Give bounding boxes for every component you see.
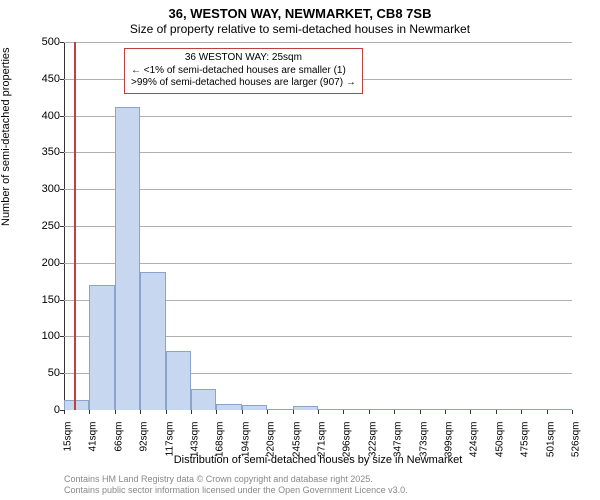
x-axis-ticks: 15sqm 41sqm 66sqm 92sqm 117sqm 143sqm 168sqm 19… bbox=[64, 410, 572, 456]
y-tick-label: 350 bbox=[42, 146, 60, 158]
x-tick-label: 526sqm bbox=[571, 422, 582, 458]
x-tick-label: 117sqm bbox=[164, 422, 175, 457]
x-tick-mark bbox=[420, 410, 421, 414]
x-tick-mark bbox=[343, 410, 344, 414]
x-tick-mark bbox=[293, 410, 294, 414]
grid-line bbox=[64, 42, 572, 43]
y-tick-label: 300 bbox=[42, 183, 60, 195]
x-tick-mark bbox=[496, 410, 497, 414]
x-tick-label: 245sqm bbox=[291, 422, 302, 458]
grid-line bbox=[64, 226, 572, 227]
attribution-line-1: Contains HM Land Registry data © Crown c… bbox=[64, 474, 408, 485]
histogram-bar bbox=[140, 272, 165, 410]
x-tick-mark bbox=[369, 410, 370, 414]
histogram-bar bbox=[191, 389, 216, 410]
attribution-line-2: Contains public sector information licen… bbox=[64, 485, 408, 496]
callout-line: >99% of semi-detached houses are larger … bbox=[131, 77, 356, 90]
x-tick-label: 271sqm bbox=[317, 422, 328, 458]
x-tick-label: 450sqm bbox=[494, 422, 505, 458]
histogram-bar bbox=[166, 351, 191, 410]
x-tick-label: 347sqm bbox=[393, 422, 404, 458]
x-tick-label: 41sqm bbox=[88, 422, 99, 452]
x-tick-mark bbox=[394, 410, 395, 414]
x-tick-label: 92sqm bbox=[139, 422, 150, 452]
y-tick-label: 250 bbox=[42, 220, 60, 232]
x-tick-mark bbox=[89, 410, 90, 414]
x-tick-mark bbox=[547, 410, 548, 414]
grid-line bbox=[64, 189, 572, 190]
grid-line bbox=[64, 152, 572, 153]
x-tick-label: 501sqm bbox=[545, 422, 556, 458]
plot-area: 36 WESTON WAY: 25sqm← <1% of semi-detach… bbox=[64, 42, 572, 410]
x-tick-label: 66sqm bbox=[113, 422, 124, 452]
callout-box: 36 WESTON WAY: 25sqm← <1% of semi-detach… bbox=[124, 48, 363, 94]
grid-line bbox=[64, 263, 572, 264]
chart-subtitle: Size of property relative to semi-detach… bbox=[0, 22, 600, 36]
x-tick-mark bbox=[64, 410, 65, 414]
x-tick-label: 322sqm bbox=[367, 422, 378, 458]
x-tick-label: 475sqm bbox=[520, 422, 531, 458]
x-tick-mark bbox=[445, 410, 446, 414]
x-tick-label: 220sqm bbox=[266, 422, 277, 458]
x-tick-mark bbox=[191, 410, 192, 414]
attribution-text: Contains HM Land Registry data © Crown c… bbox=[64, 474, 408, 496]
x-tick-label: 373sqm bbox=[418, 422, 429, 458]
histogram-bar bbox=[89, 285, 114, 410]
x-tick-mark bbox=[572, 410, 573, 414]
property-marker-line bbox=[74, 42, 76, 410]
histogram-bar bbox=[115, 107, 140, 410]
x-tick-label: 15sqm bbox=[63, 422, 74, 452]
x-tick-mark bbox=[521, 410, 522, 414]
callout-line: 36 WESTON WAY: 25sqm bbox=[131, 52, 356, 65]
histogram-bar bbox=[64, 400, 89, 410]
x-tick-mark bbox=[166, 410, 167, 414]
y-tick-label: 150 bbox=[42, 294, 60, 306]
x-tick-label: 143sqm bbox=[190, 422, 201, 458]
x-tick-mark bbox=[318, 410, 319, 414]
chart-title: 36, WESTON WAY, NEWMARKET, CB8 7SB bbox=[0, 6, 600, 21]
x-tick-label: 194sqm bbox=[240, 422, 251, 458]
y-tick-label: 400 bbox=[42, 110, 60, 122]
x-tick-label: 399sqm bbox=[444, 422, 455, 458]
y-tick-label: 500 bbox=[42, 36, 60, 48]
x-tick-label: 424sqm bbox=[469, 422, 480, 458]
x-tick-mark bbox=[242, 410, 243, 414]
y-tick-label: 200 bbox=[42, 257, 60, 269]
x-tick-label: 168sqm bbox=[215, 422, 226, 458]
y-tick-label: 50 bbox=[48, 367, 60, 379]
grid-line bbox=[64, 116, 572, 117]
x-tick-mark bbox=[216, 410, 217, 414]
callout-line: ← <1% of semi-detached houses are smalle… bbox=[131, 65, 356, 78]
x-tick-mark bbox=[267, 410, 268, 414]
y-tick-label: 100 bbox=[42, 330, 60, 342]
x-tick-mark bbox=[140, 410, 141, 414]
histogram-chart: 36, WESTON WAY, NEWMARKET, CB8 7SB Size … bbox=[0, 0, 600, 500]
y-tick-label: 450 bbox=[42, 73, 60, 85]
x-axis-label: Distribution of semi-detached houses by … bbox=[64, 454, 572, 466]
x-tick-mark bbox=[115, 410, 116, 414]
y-axis-ticks: 050100150200250300350400450500 bbox=[0, 42, 60, 410]
x-tick-mark bbox=[470, 410, 471, 414]
x-tick-label: 296sqm bbox=[342, 422, 353, 458]
